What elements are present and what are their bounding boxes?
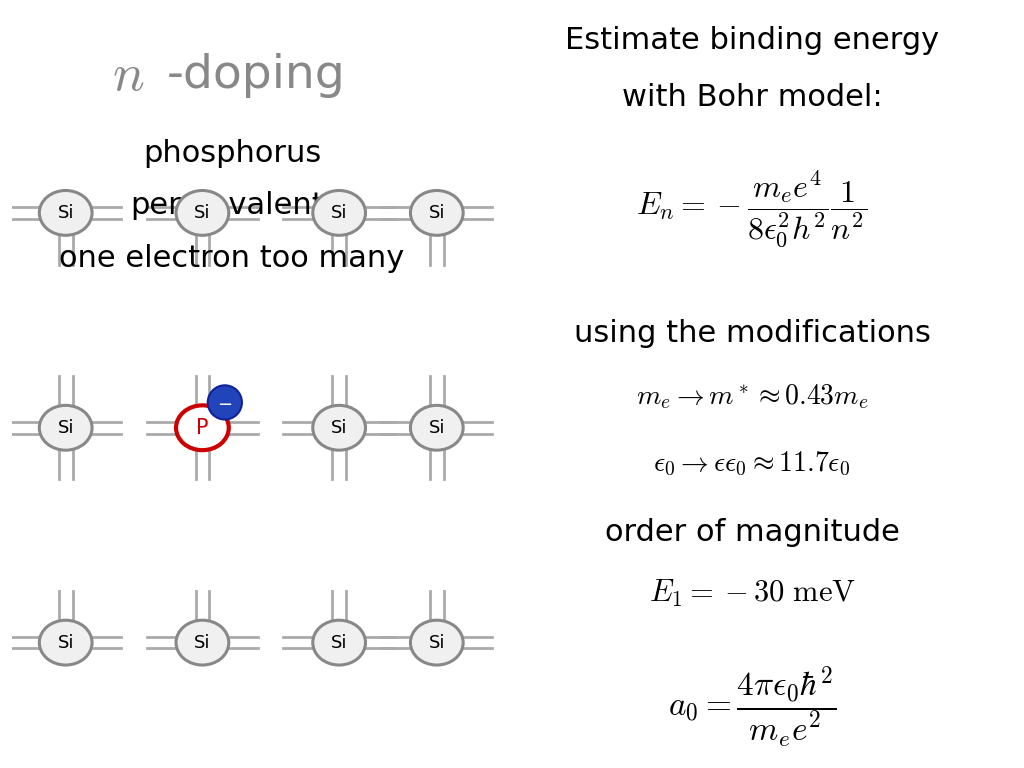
Text: Si: Si [195,634,211,651]
Ellipse shape [411,406,463,450]
Text: Si: Si [429,634,445,651]
Text: phosphorus: phosphorus [143,139,322,167]
Text: $\epsilon_0 \rightarrow \epsilon\epsilon_0 \approx 11.7\epsilon_0$: $\epsilon_0 \rightarrow \epsilon\epsilon… [653,450,851,478]
Ellipse shape [39,621,92,665]
Text: penta-valent,: penta-valent, [130,191,334,220]
Text: Si: Si [195,204,211,222]
Text: Si: Si [57,634,74,651]
Ellipse shape [312,621,366,665]
Ellipse shape [312,190,366,235]
Text: Si: Si [331,419,347,437]
Text: Si: Si [57,419,74,437]
Text: Si: Si [429,204,445,222]
Text: $a_0 = \dfrac{4\pi\epsilon_0\hbar^2}{m_e e^2}$: $a_0 = \dfrac{4\pi\epsilon_0\hbar^2}{m_e… [668,664,837,750]
Ellipse shape [176,621,228,665]
Ellipse shape [176,406,228,450]
Text: $-$: $-$ [217,395,232,412]
Text: Si: Si [57,204,74,222]
Text: $E_n = -\dfrac{m_e e^4}{8\epsilon_0^2 h^2}\dfrac{1}{n^2}$: $E_n = -\dfrac{m_e e^4}{8\epsilon_0^2 h^… [637,169,867,250]
Ellipse shape [39,406,92,450]
Text: $m_e \rightarrow m^* \approx 0.43 m_e$: $m_e \rightarrow m^* \approx 0.43 m_e$ [636,382,868,411]
Text: Estimate binding energy: Estimate binding energy [565,26,939,55]
Ellipse shape [411,621,463,665]
Text: using the modifications: using the modifications [573,319,931,348]
Text: Si: Si [331,204,347,222]
Text: Si: Si [331,634,347,651]
Text: -doping: -doping [167,52,346,98]
Text: order of magnitude: order of magnitude [604,518,899,547]
Text: $n$: $n$ [112,48,144,101]
Ellipse shape [411,190,463,235]
Circle shape [208,386,242,419]
Ellipse shape [312,406,366,450]
Text: $E_1 = -30\ \mathrm{meV}$: $E_1 = -30\ \mathrm{meV}$ [648,578,855,609]
Ellipse shape [176,190,228,235]
Text: Si: Si [429,419,445,437]
Text: with Bohr model:: with Bohr model: [622,82,883,111]
Text: one electron too many: one electron too many [59,243,404,273]
Text: P: P [197,418,209,438]
Ellipse shape [39,190,92,235]
